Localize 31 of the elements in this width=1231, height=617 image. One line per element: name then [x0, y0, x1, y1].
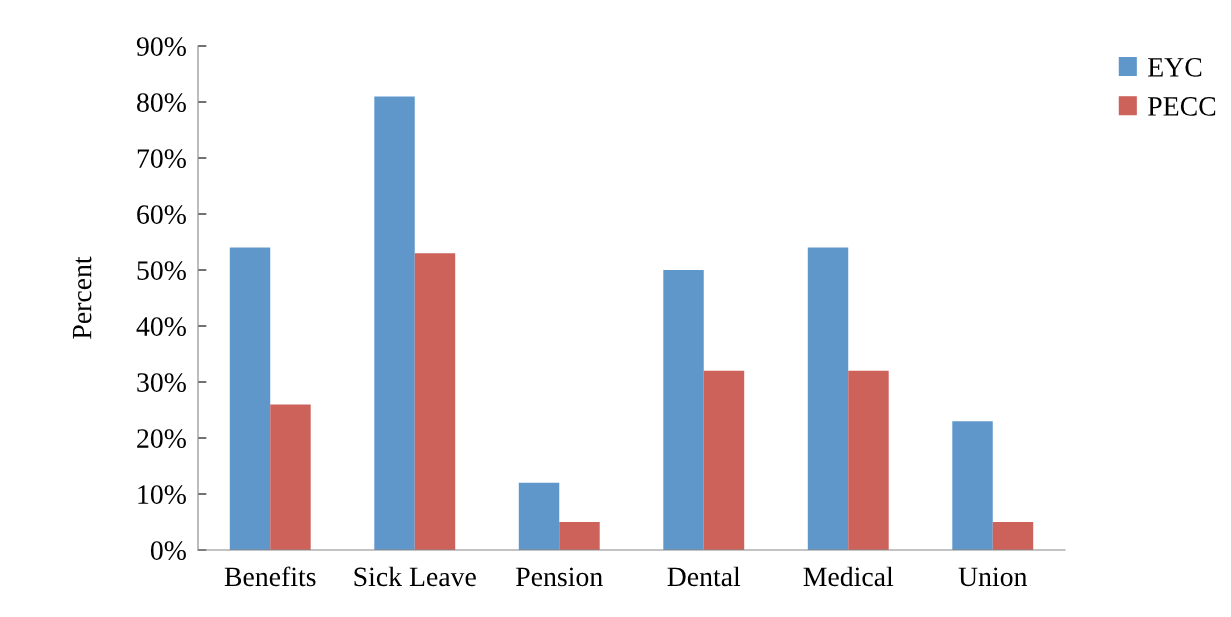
bar: [848, 370, 889, 550]
bar: [992, 522, 1034, 550]
bar: [374, 96, 415, 550]
bar: [414, 253, 456, 550]
bar: [952, 421, 993, 550]
y-tick-label: 10%: [138, 485, 186, 504]
bar: [703, 370, 745, 550]
x-tick-label: Union: [958, 567, 1028, 587]
y-tick-label: 20%: [137, 429, 186, 448]
y-tick-label: 40%: [136, 317, 186, 336]
bar: [663, 270, 704, 550]
bar: [807, 247, 849, 550]
y-axis-title: Percent: [72, 256, 92, 339]
bar: [270, 404, 311, 550]
x-tick-label: Medical: [803, 566, 894, 587]
y-tick-label: 30%: [137, 373, 186, 392]
x-tick-label: Pension: [516, 567, 603, 587]
bar: [518, 482, 560, 550]
bar: [559, 522, 600, 550]
y-tick-label: 80%: [137, 93, 186, 112]
y-tick-label: 0%: [150, 541, 186, 560]
y-tick-label: 50%: [137, 261, 186, 280]
legend-label: EYC: [1148, 57, 1202, 77]
x-tick-label: Benefits: [224, 566, 316, 587]
y-tick-label: 60%: [137, 205, 186, 224]
y-tick-label: 70%: [137, 149, 186, 168]
x-tick-label: Dental: [667, 566, 741, 587]
bar: [229, 247, 271, 550]
x-tick-label: Sick Leave: [354, 566, 476, 587]
y-tick-label: 90%: [136, 37, 186, 56]
legend-label: PECC: [1148, 97, 1216, 116]
